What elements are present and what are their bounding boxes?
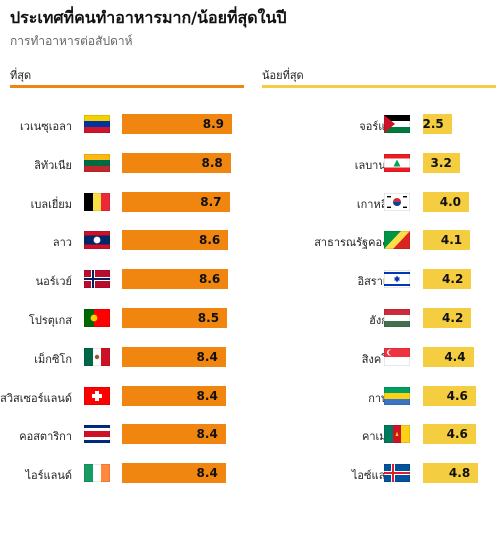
page-title: ประเทศที่คนทำอาหารมาก/น้อยที่สุดในปี — [10, 8, 287, 27]
most-bar — [122, 463, 226, 484]
most-value-label: 8.4 — [196, 388, 218, 403]
portugal-flag — [84, 309, 110, 327]
page-subtitle: การทำอาหารต่อสัปดาห์ — [10, 34, 133, 48]
least-panel-title: น้อยที่สุด — [262, 69, 304, 82]
most-bar — [122, 230, 229, 251]
most-value-label: 8.6 — [199, 233, 221, 248]
least-category-label: สิงคโปร์ — [361, 352, 400, 366]
most-category-label: ไอร์แลนด์ — [25, 469, 72, 483]
most-value-label: 8.4 — [196, 466, 218, 481]
south-korea-flag — [384, 192, 410, 211]
hungary-flag — [384, 309, 410, 327]
most-value-label: 8.9 — [202, 117, 224, 131]
most-category-label: เวเนซุเอลา — [20, 120, 72, 133]
least-value-label: 4.2 — [442, 311, 464, 325]
most-value-label: 8.4 — [196, 349, 218, 364]
least-bar — [423, 114, 452, 134]
least-value-label: 4.8 — [448, 466, 471, 481]
least-category-label: คาเมรูน — [362, 430, 400, 444]
most-value-label: 8.6 — [199, 272, 221, 287]
least-bar — [423, 424, 476, 445]
most-category-label: ลาว — [52, 236, 72, 250]
least-bar — [423, 191, 469, 212]
ireland-flag — [84, 464, 110, 483]
lithuania-flag — [84, 153, 110, 172]
most-category-label: ลิทัวเนีย — [34, 158, 72, 172]
most-panel-title: ที่สุด — [10, 69, 32, 82]
most-value-label: 8.8 — [201, 155, 223, 170]
most-category-label: โปรตุเกส — [28, 314, 72, 327]
israel-flag — [384, 270, 410, 289]
most-category-label: สวิสเซอร์แลนด์ — [0, 391, 72, 405]
most-value-label: 8.5 — [197, 311, 220, 325]
most-category-label: เบลเยี่ยม — [30, 197, 72, 211]
least-category-label: อิสราเอล — [357, 275, 400, 289]
least-value-label: 4.1 — [440, 233, 463, 248]
most-bar — [122, 424, 226, 445]
least-bar — [423, 463, 479, 484]
belgium-flag — [84, 192, 110, 211]
laos-flag — [84, 231, 110, 250]
least-panel-rule — [262, 85, 496, 88]
least-bar — [423, 346, 474, 367]
most-bar — [122, 346, 226, 367]
singapore-flag — [384, 347, 410, 366]
most-value-label: 8.7 — [200, 194, 222, 209]
most-category-label: คอสตาริกา — [19, 430, 72, 444]
least-value-label: 4.6 — [446, 388, 468, 403]
least-category-label: สาธารณรัฐคองโก — [314, 236, 400, 250]
cameroon-flag — [384, 425, 410, 444]
most-category-label: นอร์เวย์ — [35, 275, 72, 289]
least-category-label: จอร์แดน — [359, 120, 400, 133]
least-value-label: 4.4 — [444, 349, 466, 364]
least-bar — [423, 269, 472, 290]
least-bar — [423, 230, 471, 251]
venezuela-flag — [84, 115, 110, 133]
republic-of-congo-flag — [384, 231, 410, 250]
most-bar — [122, 385, 226, 406]
least-category-label: ไอซ์แลนด์ — [351, 469, 400, 483]
least-category-label: เกาหลีใต้ — [356, 197, 400, 211]
least-bar — [423, 152, 460, 173]
least-value-label: 4.0 — [439, 194, 461, 209]
most-bar — [122, 191, 230, 212]
jordan-flag — [384, 115, 410, 133]
least-value-label: 2.5 — [422, 117, 444, 131]
most-bar — [122, 114, 232, 134]
least-value-label: 3.2 — [430, 155, 452, 170]
least-bar — [423, 308, 472, 328]
iceland-flag — [384, 464, 410, 483]
switzerland-flag — [84, 386, 110, 405]
least-value-label: 4.2 — [442, 272, 464, 287]
most-bar — [122, 152, 231, 173]
least-category-label: เลบานอน — [354, 158, 400, 172]
most-bar — [122, 308, 228, 328]
most-category-label: เม็กซิโก — [34, 352, 72, 366]
most-value-label: 8.4 — [196, 427, 218, 442]
gabon-flag — [384, 386, 410, 405]
least-category-label: กาบอง — [240, 389, 400, 407]
costa-rica-flag — [84, 425, 110, 444]
norway-flag — [84, 270, 110, 289]
lebanon-flag — [384, 153, 410, 172]
mexico-flag — [84, 347, 110, 366]
least-value-label: 4.6 — [446, 427, 468, 442]
least-category-label: ฮังการี — [240, 311, 400, 329]
most-panel-rule — [10, 85, 244, 88]
most-bar — [122, 269, 229, 290]
least-bar — [423, 385, 476, 406]
